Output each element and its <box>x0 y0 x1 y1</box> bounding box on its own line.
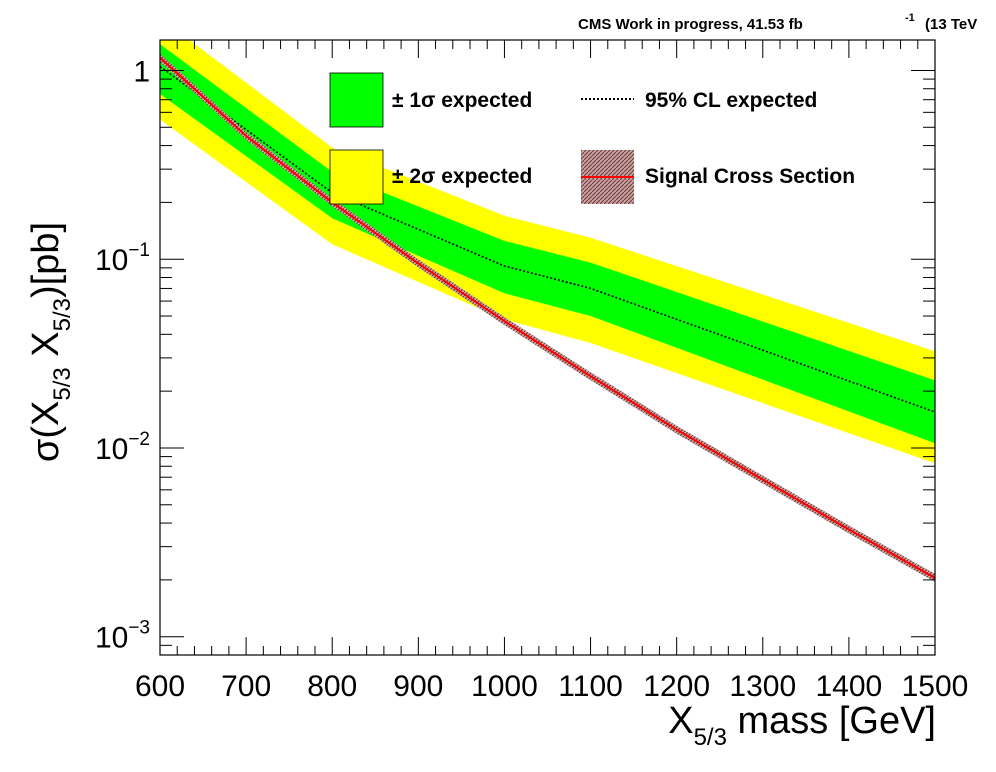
x-tick-label: 900 <box>393 670 443 703</box>
y-tick-label: 1 <box>133 55 150 88</box>
x-tick-label: 800 <box>307 670 357 703</box>
y-tick-label: 10−1 <box>95 240 150 277</box>
legend-one-sigma-swatch <box>329 72 384 128</box>
header-label: CMS Work in progress, 41.53 fb <box>578 16 803 33</box>
uncertainty-bands <box>160 40 935 464</box>
svg-text:σ(X5/3 X5/3)[pb]: σ(X5/3 X5/3)[pb] <box>25 222 76 462</box>
x-tick-label: 1000 <box>471 670 538 703</box>
x-tick-label: 1200 <box>643 670 710 703</box>
legend-signal-label: Signal Cross Section <box>645 165 855 188</box>
header-energy: (13 TeV <box>925 16 977 33</box>
x-tick-label: 1300 <box>729 670 796 703</box>
header-sup: -1 <box>905 12 915 24</box>
curves <box>160 53 935 582</box>
legend-two-sigma-swatch <box>329 149 384 205</box>
x-tick-label: 1400 <box>816 670 883 703</box>
one-sigma-band <box>160 44 935 444</box>
signal-cross-section-line <box>160 56 935 579</box>
x-tick-label: 600 <box>135 670 185 703</box>
legend-one-sigma-label: ± 1σ expected <box>392 89 532 112</box>
x-tick-label: 700 <box>221 670 271 703</box>
y-tick-label: 10−3 <box>95 618 150 655</box>
x-axis-title: X5/3 mass [GeV] <box>668 700 936 751</box>
y-tick-label: 10−2 <box>95 429 150 466</box>
legend-two-sigma-label: ± 2σ expected <box>392 165 532 188</box>
axes: 600 700 800 900 1000 1100 1200 1300 1400 1500 1 10−… <box>95 40 968 703</box>
legend: ± 1σ expected 95% CL expected ± 2σ expec… <box>329 72 855 205</box>
plot-frame <box>159 39 936 656</box>
legend-expected-label: 95% CL expected <box>645 89 817 112</box>
x-tick-label: 1100 <box>558 670 623 703</box>
y-axis-title: σ(X5/3 X5/3)[pb] <box>25 222 76 462</box>
expected-limit-line <box>160 65 935 413</box>
x-tick-label: 1500 <box>902 670 969 703</box>
